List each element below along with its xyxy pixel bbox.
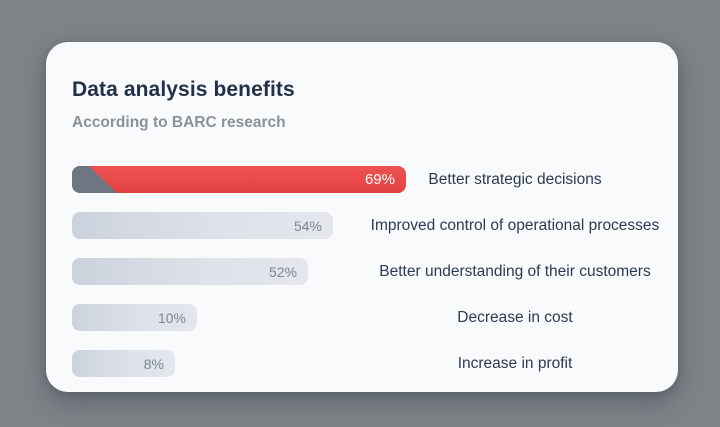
bar-category-label: Increase in profit <box>457 354 573 372</box>
chart-bar: 54% <box>72 212 333 239</box>
bar-chart: 69% Better strategic decisions 54% Impro… <box>72 166 659 377</box>
chart-bar: 8% <box>72 350 175 377</box>
chart-row: 52% Better understanding of their custom… <box>72 258 652 285</box>
chart-row: 8% Increase in profit <box>72 350 652 377</box>
chart-bar: 10% <box>72 304 197 331</box>
bar-category-label: Improved control of operational processe… <box>370 216 660 234</box>
bar-value-label: 8% <box>143 355 164 372</box>
bar-value-label: 52% <box>268 263 297 280</box>
chart-bar: 52% <box>72 258 308 285</box>
chart-row: 10% Decrease in cost <box>72 304 652 331</box>
chart-row: 54% Improved control of operational proc… <box>72 212 659 239</box>
bar-value-label: 69% <box>364 171 395 188</box>
chart-title: Data analysis benefits <box>72 78 295 101</box>
bar-value-label: 54% <box>293 217 322 234</box>
chart-bar-highlighted: 69% <box>72 166 406 193</box>
bar-category-label: Decrease in cost <box>457 308 573 326</box>
bar-category-label: Better strategic decisions <box>428 170 602 188</box>
bar-value-label: 10% <box>157 309 186 326</box>
bar-category-label: Better understanding of their customers <box>379 262 651 280</box>
chart-row: 69% Better strategic decisions <box>72 166 652 193</box>
chart-subtitle: According to BARC research <box>72 114 286 131</box>
cursor-wedge-icon <box>72 166 118 193</box>
chart-card: Data analysis benefits According to BARC… <box>46 42 678 392</box>
